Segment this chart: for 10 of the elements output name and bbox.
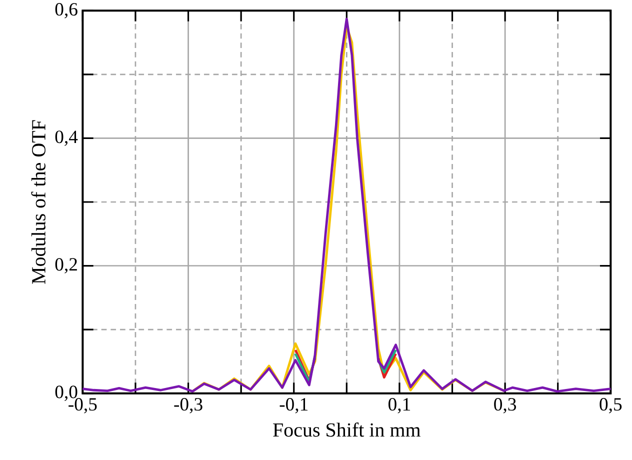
x-axis-title: Focus Shift in mm <box>273 422 421 437</box>
y-axis-title: Modulus of the OTF <box>31 120 46 284</box>
x-tick-label: 0,5 <box>600 398 622 414</box>
y-tick-label: 0,4 <box>55 130 78 146</box>
y-tick-label: 0,6 <box>55 3 78 18</box>
x-tick-label: -0,1 <box>280 398 308 414</box>
x-tick-label: 0,1 <box>388 398 410 414</box>
x-tick-label: -0,3 <box>174 398 202 414</box>
x-tick-label: 0,3 <box>494 398 516 414</box>
y-tick-label: 0,2 <box>55 258 77 274</box>
